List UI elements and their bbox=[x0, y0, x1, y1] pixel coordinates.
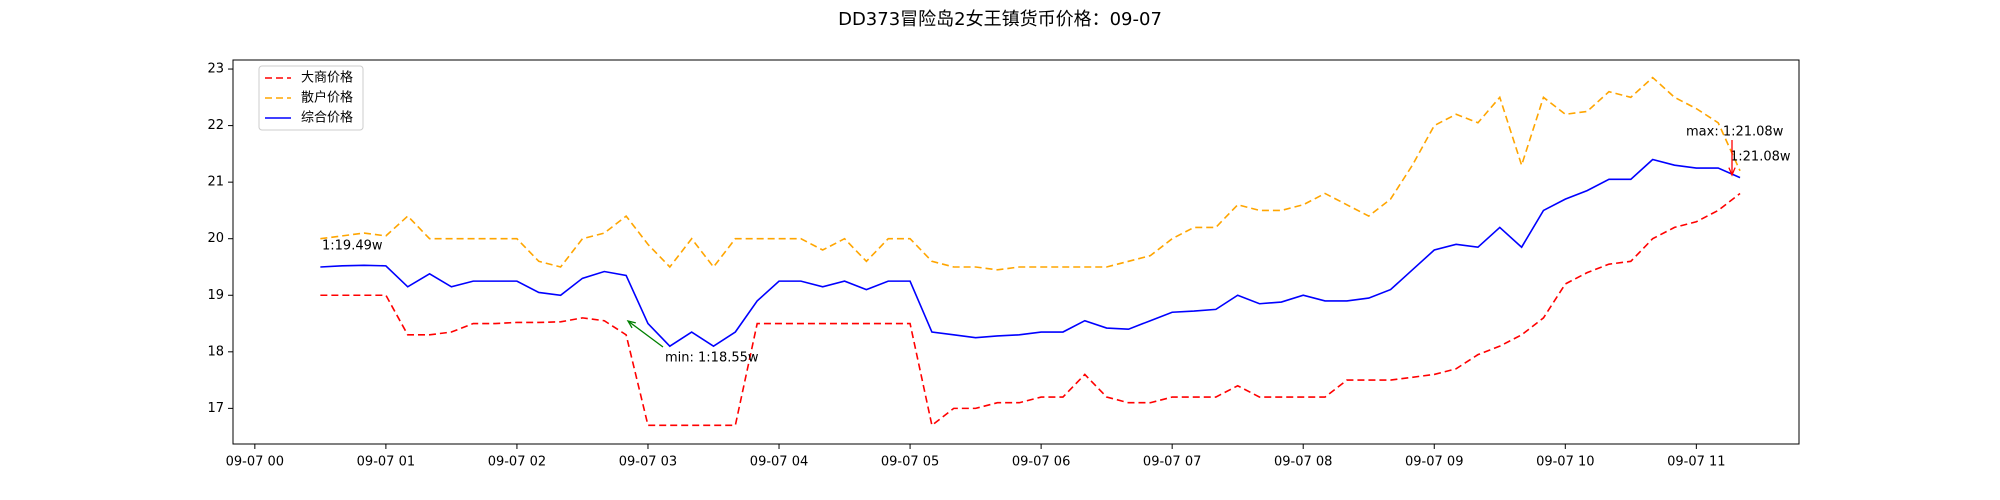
x-tick-label: 09-07 03 bbox=[619, 455, 677, 470]
x-tick-label: 09-07 10 bbox=[1536, 455, 1594, 470]
series-line bbox=[320, 192, 1741, 427]
y-tick-label: 23 bbox=[207, 62, 224, 77]
legend-label: 散户价格 bbox=[301, 90, 353, 106]
plot-frame bbox=[232, 59, 1800, 445]
y-tick-label: 18 bbox=[207, 344, 224, 359]
x-tick-label: 09-07 07 bbox=[1143, 455, 1201, 470]
x-tick-label: 09-07 09 bbox=[1405, 455, 1463, 470]
annotation-arrowhead bbox=[1728, 167, 1736, 177]
x-tick-label: 09-07 06 bbox=[1012, 455, 1070, 470]
x-tick-label: 09-07 00 bbox=[226, 455, 284, 470]
y-tick-label: 20 bbox=[207, 231, 224, 246]
annotation: 1:19.49w bbox=[322, 239, 383, 254]
y-tick-label: 21 bbox=[207, 175, 224, 190]
chart-title: DD373冒险岛2女王镇货币价格：09-07 bbox=[838, 9, 1162, 30]
x-tick-label: 09-07 02 bbox=[488, 455, 546, 470]
annotation: 1:21.08w bbox=[1730, 150, 1791, 165]
y-tick-label: 22 bbox=[207, 118, 224, 133]
x-tick-label: 09-07 01 bbox=[357, 455, 415, 470]
annotation-arrow bbox=[627, 320, 664, 348]
annotation: max: 1:21.08w bbox=[1686, 125, 1784, 140]
x-tick-label: 09-07 11 bbox=[1667, 455, 1725, 470]
legend-label: 综合价格 bbox=[301, 110, 353, 126]
annotation-arrowhead bbox=[626, 320, 636, 329]
x-tick-label: 09-07 05 bbox=[881, 455, 939, 470]
legend-label: 大商价格 bbox=[301, 70, 353, 86]
y-tick-label: 19 bbox=[207, 288, 224, 303]
series-line bbox=[320, 158, 1741, 348]
x-tick-label: 09-07 04 bbox=[750, 455, 808, 470]
legend-box bbox=[258, 65, 364, 131]
y-tick-label: 17 bbox=[207, 401, 224, 416]
annotation: min: 1:18.55w bbox=[665, 351, 759, 366]
x-tick-label: 09-07 08 bbox=[1274, 455, 1332, 470]
series-line bbox=[320, 76, 1741, 271]
